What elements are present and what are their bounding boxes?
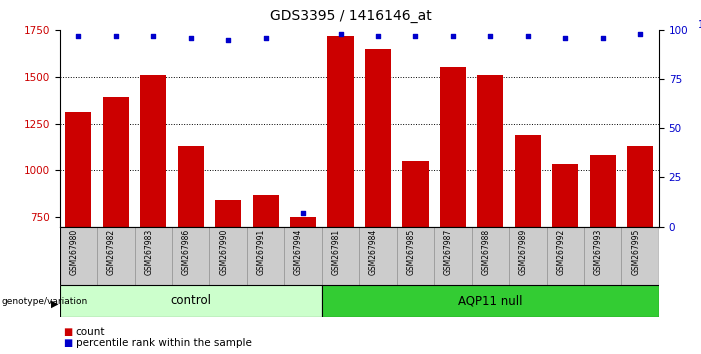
Bar: [327, 36, 353, 354]
Text: GSM267984: GSM267984: [369, 229, 378, 275]
Bar: [547, 227, 584, 285]
Text: GSM267980: GSM267980: [69, 229, 79, 275]
Point: [110, 33, 121, 39]
Point: [297, 210, 308, 216]
Text: GSM267982: GSM267982: [107, 229, 116, 275]
Bar: [177, 146, 204, 354]
Bar: [622, 227, 659, 285]
Text: GSM267986: GSM267986: [182, 229, 191, 275]
Bar: [477, 75, 503, 354]
Bar: [397, 227, 434, 285]
Bar: [552, 164, 578, 354]
Bar: [359, 227, 397, 285]
Bar: [509, 227, 547, 285]
Bar: [60, 285, 322, 317]
Text: GSM267991: GSM267991: [257, 229, 266, 275]
Text: GSM267989: GSM267989: [519, 229, 528, 275]
Point: [148, 33, 159, 39]
Bar: [322, 285, 659, 317]
Bar: [60, 227, 97, 285]
Text: GSM267995: GSM267995: [631, 229, 640, 275]
Text: genotype/variation: genotype/variation: [1, 297, 88, 306]
Point: [485, 33, 496, 39]
Text: GSM267987: GSM267987: [444, 229, 453, 275]
Bar: [290, 217, 316, 354]
Bar: [97, 227, 135, 285]
Text: GSM267985: GSM267985: [407, 229, 416, 275]
Text: ▶: ▶: [51, 299, 59, 309]
Text: percentile rank within the sample: percentile rank within the sample: [76, 338, 252, 348]
Bar: [402, 161, 428, 354]
Text: ■: ■: [63, 327, 72, 337]
Text: GSM267988: GSM267988: [482, 229, 491, 275]
Text: GDS3395 / 1416146_at: GDS3395 / 1416146_at: [270, 9, 431, 23]
Bar: [172, 227, 210, 285]
Point: [634, 31, 646, 37]
Text: GSM267983: GSM267983: [144, 229, 154, 275]
Point: [222, 37, 233, 43]
Bar: [365, 49, 391, 354]
Bar: [627, 146, 653, 354]
Point: [372, 33, 383, 39]
Bar: [135, 227, 172, 285]
Text: ■: ■: [63, 338, 72, 348]
Text: GSM267990: GSM267990: [219, 229, 228, 275]
Bar: [215, 200, 241, 354]
Bar: [285, 227, 322, 285]
Bar: [472, 227, 509, 285]
Point: [410, 33, 421, 39]
Text: AQP11 null: AQP11 null: [458, 295, 523, 307]
Bar: [65, 113, 91, 354]
Point: [559, 35, 571, 41]
Bar: [102, 97, 129, 354]
Bar: [515, 135, 541, 354]
Bar: [140, 75, 166, 354]
Bar: [440, 67, 466, 354]
Point: [185, 35, 196, 41]
Point: [260, 35, 271, 41]
Bar: [434, 227, 472, 285]
Bar: [252, 195, 279, 354]
Text: GSM267981: GSM267981: [332, 229, 341, 275]
Bar: [590, 154, 616, 354]
Bar: [322, 227, 359, 285]
Text: GSM267994: GSM267994: [294, 229, 303, 275]
Text: count: count: [76, 327, 105, 337]
Text: 100%: 100%: [698, 20, 701, 30]
Text: GSM267992: GSM267992: [557, 229, 565, 275]
Text: GSM267993: GSM267993: [594, 229, 603, 275]
Point: [447, 33, 458, 39]
Text: control: control: [170, 295, 211, 307]
Bar: [247, 227, 285, 285]
Point: [597, 35, 608, 41]
Point: [335, 31, 346, 37]
Bar: [210, 227, 247, 285]
Point: [73, 33, 84, 39]
Bar: [584, 227, 622, 285]
Point: [522, 33, 533, 39]
